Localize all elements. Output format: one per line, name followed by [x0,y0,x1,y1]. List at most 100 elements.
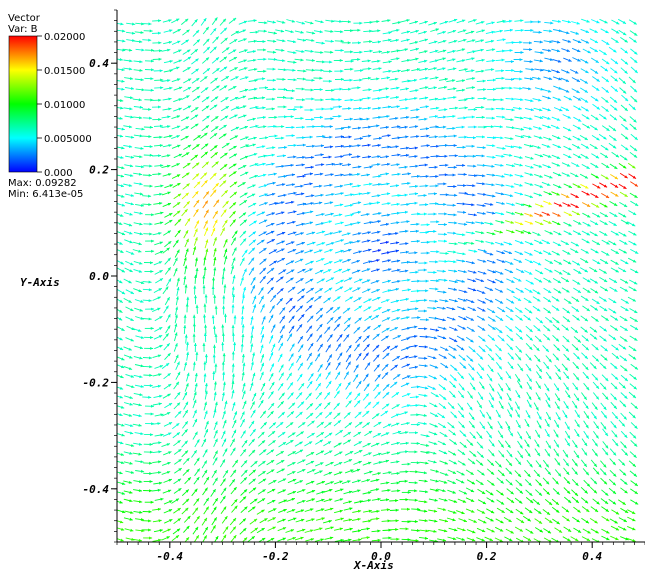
vector-arrowhead [566,518,570,522]
vector-arrowhead [443,396,447,400]
vector-arrowhead [375,488,380,492]
vector-arrowhead [273,124,277,128]
vector-arrowhead [461,387,465,391]
vector-arrowhead [149,125,153,129]
vector-arrowhead [517,414,520,418]
vector-arrowhead [149,164,153,168]
vector-arrowhead [595,530,599,534]
vector-arrowhead [140,385,144,388]
vector-arrowhead [310,260,314,264]
vector-arrowhead [499,317,504,321]
vector-arrowhead [347,381,351,386]
vector-arrowhead [139,308,143,312]
vector-arrowhead [260,287,264,291]
vector-arrowhead [472,435,476,439]
vector-arrowhead [566,375,569,379]
vector-arrowhead [519,336,523,340]
vector-arrowhead [367,239,371,243]
vector-arrowhead [632,518,636,522]
vector-arrowhead [301,288,305,292]
vector-arrowhead [149,450,153,454]
vector-arrowhead [139,232,143,236]
vector-arrowhead [166,536,170,540]
vector-arrowhead [336,402,340,407]
vector-arrowhead [377,529,381,533]
vector-arrowhead [527,231,532,235]
vector-arrowhead [586,483,591,487]
vector-arrowhead [329,232,334,235]
vector-arrowhead [212,277,215,281]
vector-arrowhead [405,470,409,474]
vector-arrowhead [556,509,560,513]
vector-arrowhead [149,461,153,465]
vector-arrowhead [328,220,332,224]
vector-arrowhead [168,432,172,436]
vector-arrowhead [530,499,534,503]
vector-arrowhead [240,343,244,347]
vector-arrowhead [445,299,449,303]
vector-arrowhead [241,419,245,423]
vector-arrowhead [425,203,429,207]
vector-arrowhead [319,201,323,205]
vector-arrowhead [139,480,143,484]
vector-arrowhead [280,422,284,426]
vector-arrowhead [252,277,256,281]
vector-arrowhead [546,144,551,148]
vector-arrowhead [376,517,380,521]
vector-arrowhead [212,354,216,358]
vector-arrowhead [415,395,419,399]
vector-arrowhead [424,375,428,379]
vector-arrowhead [254,527,258,531]
vector-arrowhead [252,117,256,121]
vector-arrowhead [320,462,324,466]
vector-arrowhead [519,317,523,321]
vector-arrowhead [482,300,486,304]
vector-arrowhead [433,356,437,360]
vector-arrowhead [299,336,303,340]
vector-arrowhead [406,260,410,264]
vector-arrowhead [176,249,180,253]
vector-arrowhead [214,333,218,337]
vector-arrowhead [184,410,188,414]
vector-arrowhead [252,487,257,491]
vector-arrowhead [270,352,274,356]
vector-arrowhead [138,242,142,246]
vector-arrowhead [462,259,466,263]
vector-arrowhead [633,376,637,380]
vector-arrowhead [221,275,225,279]
vector-arrowhead [157,384,162,388]
vector-arrowhead [204,469,208,474]
vector-arrowhead [538,251,543,254]
vector-arrowhead [167,373,171,377]
vector-arrowhead [270,449,274,453]
vector-arrowhead [128,347,132,351]
vector-arrowhead [186,458,190,462]
vector-arrowhead [472,154,476,158]
vector-arrowhead [451,425,455,429]
vector-arrowhead [482,259,487,263]
vector-arrowhead [158,373,162,377]
vector-arrowhead [193,285,197,289]
vector-arrowhead [121,491,125,495]
vector-arrowhead [407,172,411,176]
vector-arrowhead [347,480,351,484]
vector-arrowhead [482,135,485,139]
vector-arrowhead [492,326,496,330]
vector-arrowhead [508,471,512,475]
vector-arrowhead [387,289,391,293]
vector-arrowhead [547,125,551,129]
vector-arrowhead [377,230,381,234]
colorbar-tick-label: 0.000 [44,168,73,179]
vector-arrowhead [264,518,268,522]
vector-arrowhead [529,328,533,332]
vector-arrowhead [387,488,391,492]
vector-arrowhead [594,377,598,381]
vector-arrowhead [453,250,457,254]
vector-arrowhead [423,309,427,313]
vector-arrowhead [594,280,598,284]
vector-arrowhead [567,261,572,265]
vector-arrowhead [623,358,627,361]
vector-arrowhead [463,365,467,369]
vector-arrowhead [330,277,334,281]
vector-arrowhead [329,334,333,338]
